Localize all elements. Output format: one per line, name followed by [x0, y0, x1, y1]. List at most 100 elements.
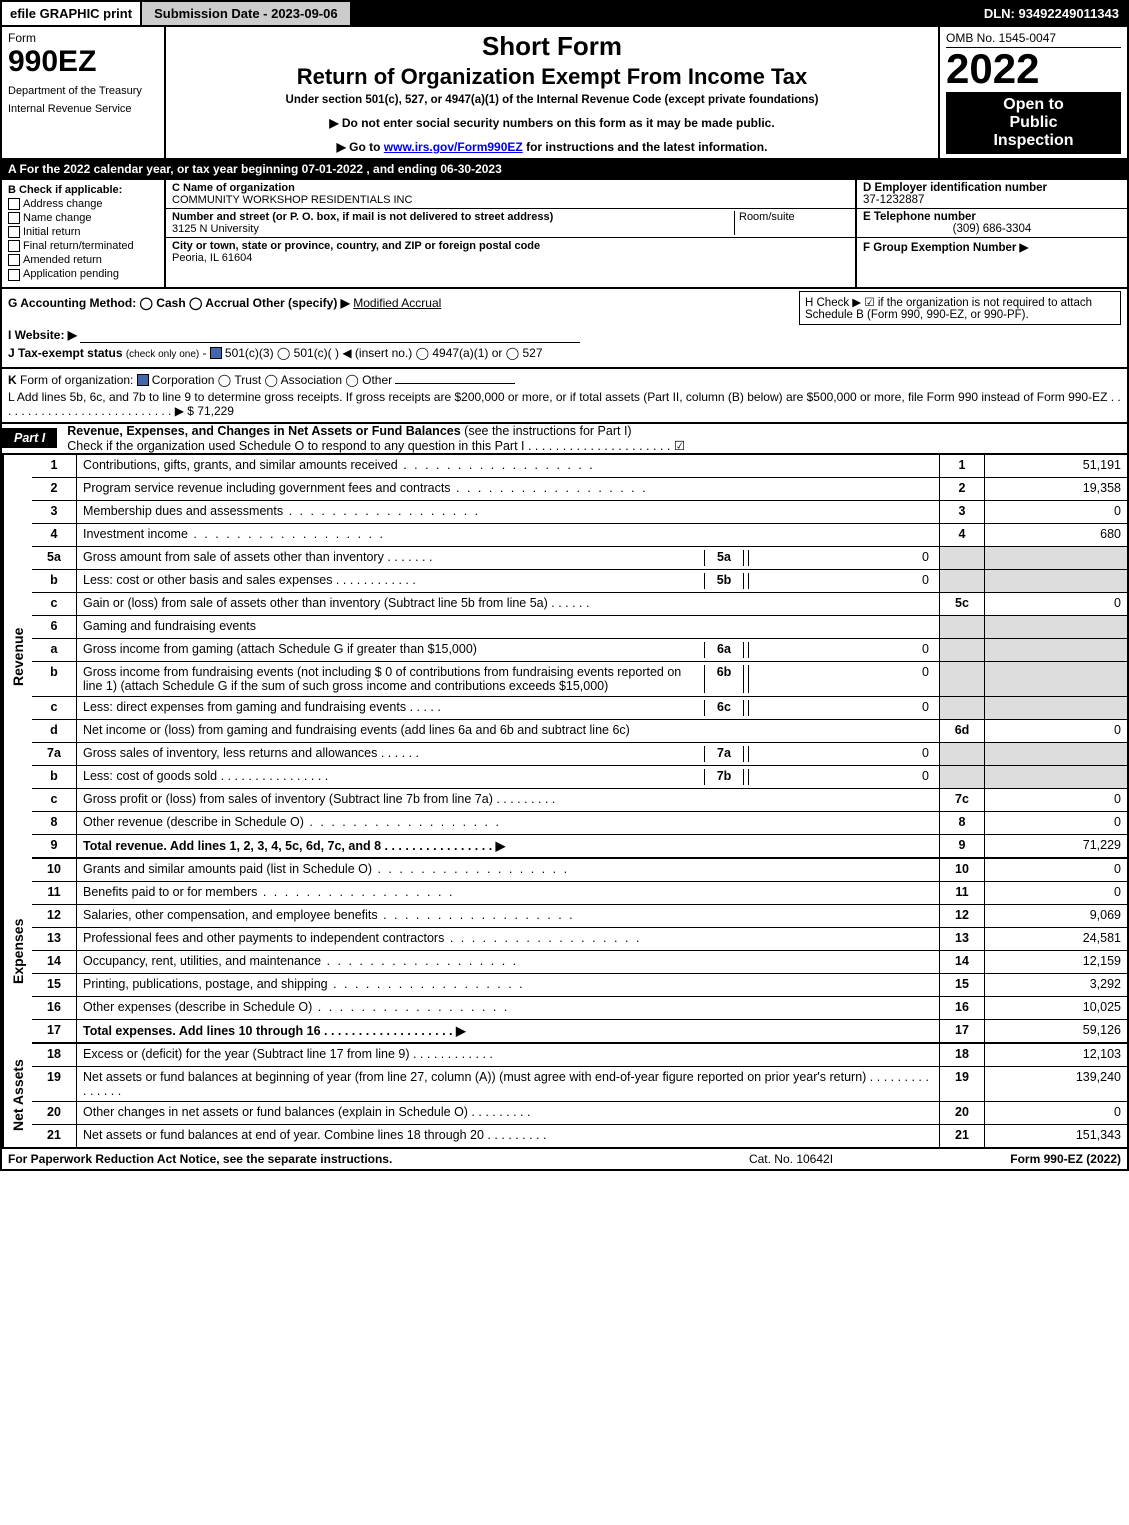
- line-7b-iref: 7b: [704, 769, 744, 785]
- line-6d-val: 0: [984, 720, 1127, 742]
- line-5a: 5a Gross amount from sale of assets othe…: [32, 547, 1127, 570]
- row-l-gross-receipts: L Add lines 5b, 6c, and 7b to line 9 to …: [8, 390, 1121, 418]
- line-6a-desc: Gross income from gaming (attach Schedul…: [77, 639, 939, 661]
- line-21-val: 151,343: [984, 1125, 1127, 1147]
- line-11-val: 0: [984, 882, 1127, 904]
- line-7a-num: 7a: [32, 743, 77, 765]
- line-7a-val-blank: [984, 743, 1127, 765]
- line-6a: a Gross income from gaming (attach Sched…: [32, 639, 1127, 662]
- line-3-desc: Membership dues and assessments: [77, 501, 939, 523]
- line-7b-ref-blank: [939, 766, 984, 788]
- line-5a-val-blank: [984, 547, 1127, 569]
- line-15: 15 Printing, publications, postage, and …: [32, 974, 1127, 997]
- ein-cell: D Employer identification number 37-1232…: [857, 180, 1127, 209]
- row-k-form-of-org: K Form of organization: Corporation ◯ Tr…: [8, 373, 1121, 387]
- line-16-desc: Other expenses (describe in Schedule O): [77, 997, 939, 1019]
- line-19: 19 Net assets or fund balances at beginn…: [32, 1067, 1127, 1102]
- check-initial-return[interactable]: Initial return: [8, 226, 158, 238]
- line-10: 10 Grants and similar amounts paid (list…: [32, 859, 1127, 882]
- line-7c-num: c: [32, 789, 77, 811]
- line-10-num: 10: [32, 859, 77, 881]
- line-13-num: 13: [32, 928, 77, 950]
- line-11-desc: Benefits paid to or for members: [77, 882, 939, 904]
- line-7c-val: 0: [984, 789, 1127, 811]
- line-16-num: 16: [32, 997, 77, 1019]
- row-j-tax-exempt: J Tax-exempt status (check only one) - 5…: [8, 346, 1121, 360]
- line-1-val: 51,191: [984, 455, 1127, 477]
- line-6d-desc: Net income or (loss) from gaming and fun…: [77, 720, 939, 742]
- line-5a-ref-blank: [939, 547, 984, 569]
- line-7a-desc: Gross sales of inventory, less returns a…: [77, 743, 939, 765]
- line-8-desc: Other revenue (describe in Schedule O): [77, 812, 939, 834]
- line-19-desc: Net assets or fund balances at beginning…: [77, 1067, 939, 1101]
- line-9-num: 9: [32, 835, 77, 857]
- line-7a-iref: 7a: [704, 746, 744, 762]
- line-10-val: 0: [984, 859, 1127, 881]
- line-8-ref: 8: [939, 812, 984, 834]
- line-6a-ref-blank: [939, 639, 984, 661]
- goto-pre: ▶ Go to: [337, 140, 384, 154]
- city-value: Peoria, IL 61604: [172, 252, 252, 264]
- check-application-pending[interactable]: Application pending: [8, 268, 158, 280]
- phone-label: E Telephone number: [863, 211, 976, 223]
- line-2-num: 2: [32, 478, 77, 500]
- part-1-title: Revenue, Expenses, and Changes in Net As…: [67, 424, 1127, 453]
- line-7c: c Gross profit or (loss) from sales of i…: [32, 789, 1127, 812]
- check-final-return[interactable]: Final return/terminated: [8, 240, 158, 252]
- footer-form-ref: Form 990-EZ (2022): [921, 1152, 1121, 1166]
- line-1-ref: 1: [939, 455, 984, 477]
- line-15-val: 3,292: [984, 974, 1127, 996]
- line-7a: 7a Gross sales of inventory, less return…: [32, 743, 1127, 766]
- line-12-ref: 12: [939, 905, 984, 927]
- line-7a-ival: 0: [748, 746, 933, 762]
- line-4-desc: Investment income: [77, 524, 939, 546]
- form-header: Form 990EZ Department of the Treasury In…: [0, 27, 1129, 160]
- line-6b-ref-blank: [939, 662, 984, 696]
- dept-treasury: Department of the Treasury: [8, 85, 158, 97]
- line-6-val-blank: [984, 616, 1127, 638]
- line-5c-ref: 5c: [939, 593, 984, 615]
- line-11-ref: 11: [939, 882, 984, 904]
- line-5c-num: c: [32, 593, 77, 615]
- revenue-side-label: Revenue: [2, 455, 32, 859]
- irs-link[interactable]: www.irs.gov/Form990EZ: [384, 140, 523, 154]
- check-address-change[interactable]: Address change: [8, 198, 158, 210]
- line-6: 6 Gaming and fundraising events: [32, 616, 1127, 639]
- under-section: Under section 501(c), 527, or 4947(a)(1)…: [172, 94, 932, 106]
- line-13: 13 Professional fees and other payments …: [32, 928, 1127, 951]
- line-7a-ref-blank: [939, 743, 984, 765]
- line-1-num: 1: [32, 455, 77, 477]
- line-3-ref: 3: [939, 501, 984, 523]
- header-left: Form 990EZ Department of the Treasury In…: [2, 27, 166, 158]
- submission-date: Submission Date - 2023-09-06: [140, 2, 352, 25]
- line-18-num: 18: [32, 1044, 77, 1066]
- line-12-val: 9,069: [984, 905, 1127, 927]
- short-form-title: Short Form: [172, 31, 932, 62]
- top-bar: efile GRAPHIC print Submission Date - 20…: [0, 0, 1129, 27]
- room-suite-label: Room/suite: [739, 211, 795, 223]
- org-name-value: COMMUNITY WORKSHOP RESIDENTIALS INC: [172, 194, 412, 206]
- line-5c-desc: Gain or (loss) from sale of assets other…: [77, 593, 939, 615]
- line-10-ref: 10: [939, 859, 984, 881]
- col-b-label: B Check if applicable:: [8, 184, 158, 196]
- line-15-num: 15: [32, 974, 77, 996]
- check-amended-return[interactable]: Amended return: [8, 254, 158, 266]
- efile-print-label[interactable]: efile GRAPHIC print: [2, 2, 140, 25]
- block-bcdef: B Check if applicable: Address change Na…: [0, 180, 1129, 289]
- line-6-desc: Gaming and fundraising events: [77, 616, 939, 638]
- line-6d-ref: 6d: [939, 720, 984, 742]
- line-5a-ival: 0: [748, 550, 933, 566]
- line-13-val: 24,581: [984, 928, 1127, 950]
- part-1-grid: Revenue 1 Contributions, gifts, grants, …: [0, 455, 1129, 1149]
- line-20-ref: 20: [939, 1102, 984, 1124]
- street-cell: Number and street (or P. O. box, if mail…: [166, 209, 855, 238]
- check-name-change[interactable]: Name change: [8, 212, 158, 224]
- tax-year: 2022: [946, 48, 1121, 90]
- line-14: 14 Occupancy, rent, utilities, and maint…: [32, 951, 1127, 974]
- goto-line: ▶ Go to www.irs.gov/Form990EZ for instru…: [172, 140, 932, 154]
- part-1-header: Part I Revenue, Expenses, and Changes in…: [0, 424, 1129, 455]
- line-17: 17 Total expenses. Add lines 10 through …: [32, 1020, 1127, 1044]
- line-6c-ival: 0: [748, 700, 933, 716]
- line-6b-num: b: [32, 662, 77, 696]
- line-5b-val-blank: [984, 570, 1127, 592]
